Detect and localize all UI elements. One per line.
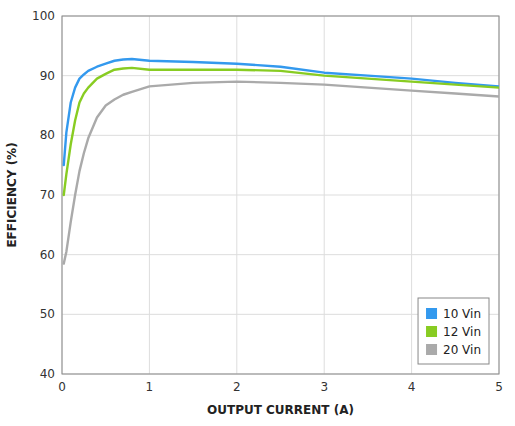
y-tick-label: 80 [40,128,55,142]
plot-background [62,16,499,374]
series-line [64,82,499,264]
x-tick-label: 5 [495,380,503,394]
y-axis-label: EFFICIENCY (%) [5,142,19,247]
y-tick-label: 100 [32,9,55,23]
legend-swatch [426,308,437,319]
y-grid-line [62,75,499,76]
x-tick-label: 2 [233,380,241,394]
y-grid-line [62,195,499,196]
x-tick-label: 1 [146,380,154,394]
legend-label: 12 Vin [443,325,481,339]
y-tick-label: 70 [40,188,55,202]
x-tick-label: 0 [58,380,66,394]
y-grid-line [62,254,499,255]
y-tick-label: 60 [40,248,55,262]
series-line [64,68,499,195]
legend-label: 20 Vin [443,343,481,357]
tick-labels: 0 1 2 3 4 5 40 50 60 70 80 90 100 [32,9,503,394]
legend-box [418,298,489,364]
plot-frame [62,16,499,374]
y-tick-label: 50 [40,307,55,321]
legend: 10 Vin 12 Vin 20 Vin [418,298,489,364]
y-tick-label: 40 [40,367,55,381]
legend-swatch [426,326,437,337]
series-line [64,59,499,165]
legend-swatch [426,344,437,355]
x-tick-label: 4 [408,380,416,394]
series-group [64,59,499,264]
y-grid-line [62,135,499,136]
chart: 0 1 2 3 4 5 40 50 60 70 80 90 100 OUTPUT CURRENT (A) E… [0,0,515,426]
x-tick-label: 3 [320,380,328,394]
y-tick-label: 90 [40,69,55,83]
legend-label: 10 Vin [443,307,481,321]
x-axis-label: OUTPUT CURRENT (A) [207,403,354,417]
grid [62,16,499,374]
